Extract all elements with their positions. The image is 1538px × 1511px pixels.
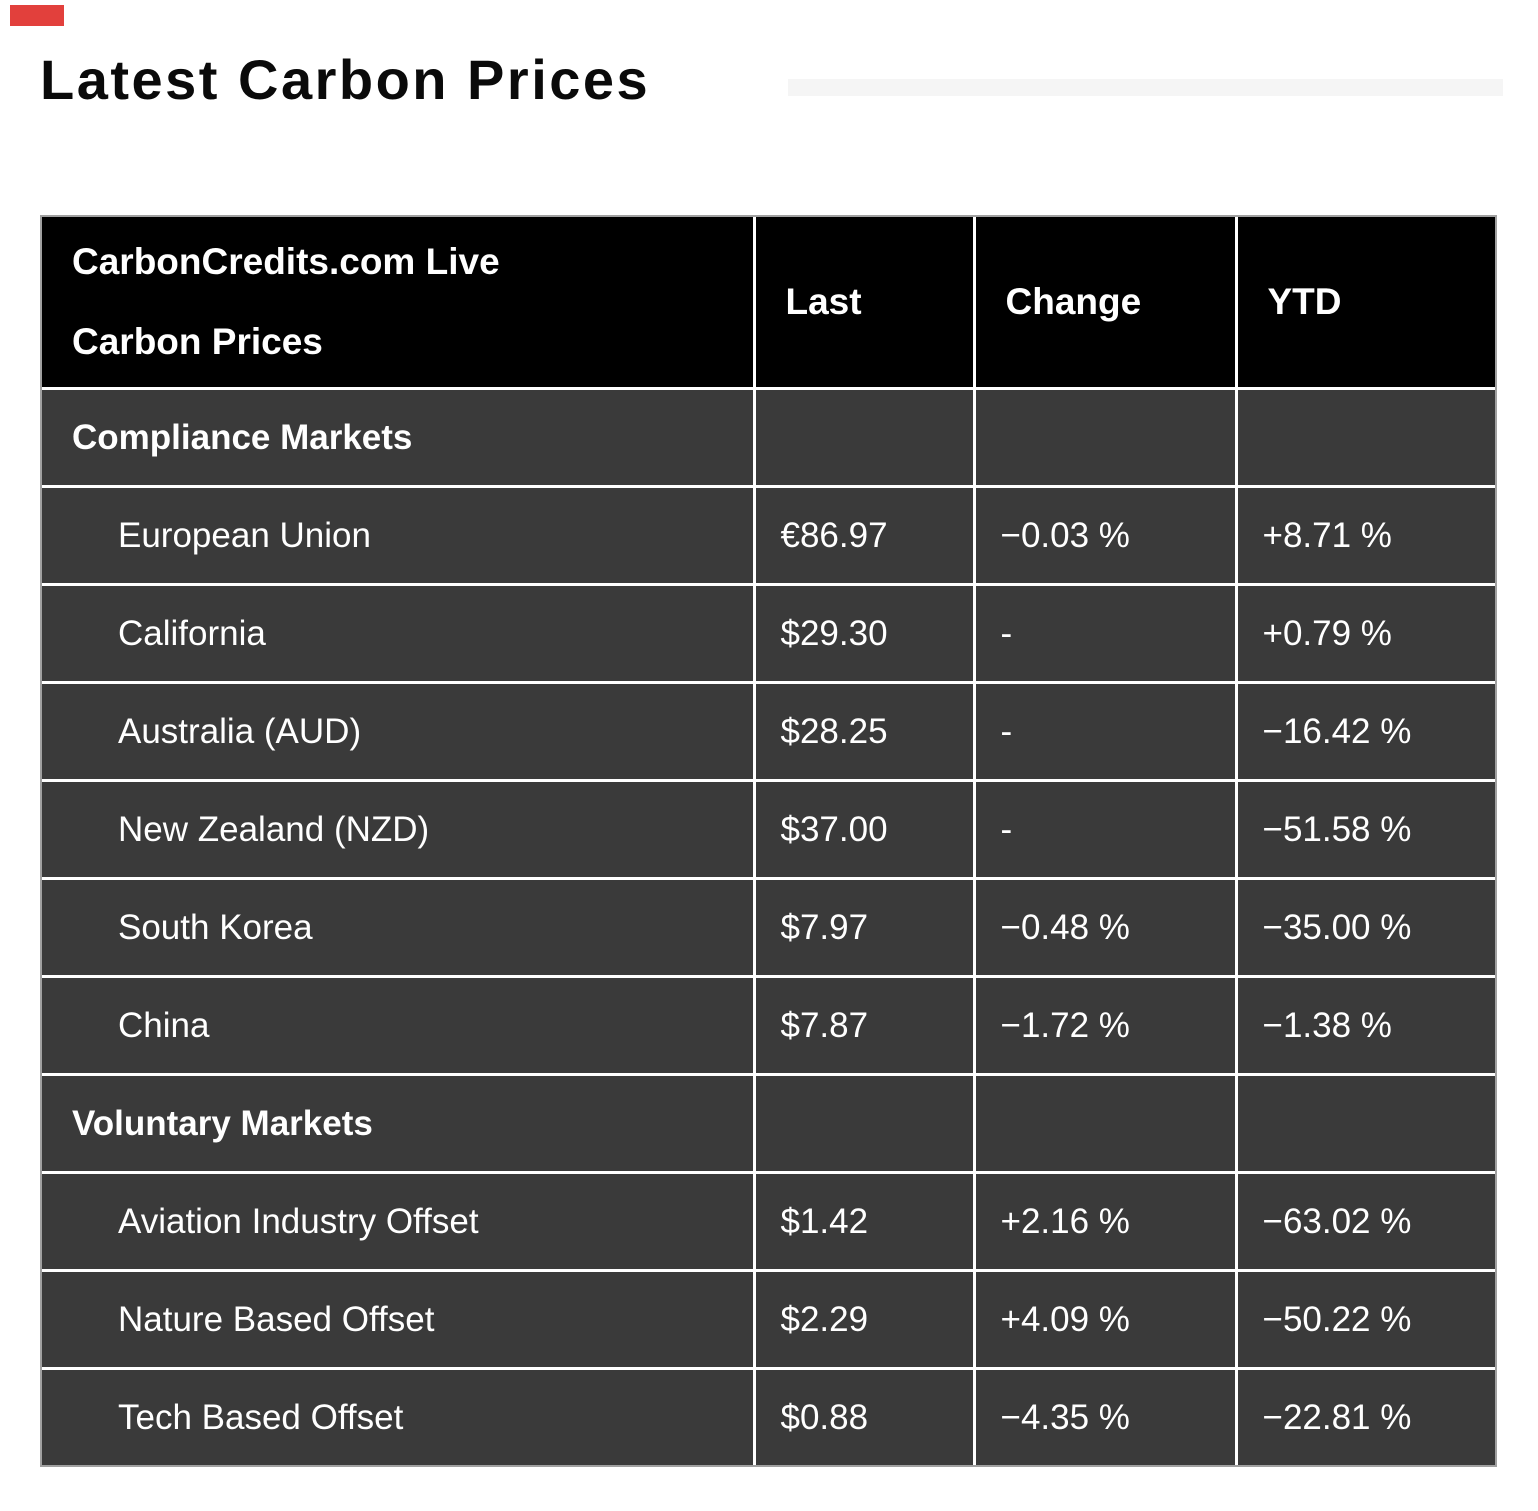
ytd-cell: −1.38 % xyxy=(1236,976,1495,1076)
table-row: Nature Based Offset $2.29 +4.09 % −50.22… xyxy=(42,1270,1495,1370)
last-price-cell: $7.87 xyxy=(754,976,976,1076)
ytd-cell: −22.81 % xyxy=(1236,1368,1495,1465)
change-cell: +2.16 % xyxy=(974,1172,1238,1272)
empty-cell xyxy=(974,1074,1238,1174)
change-cell: −0.48 % xyxy=(974,878,1238,978)
empty-cell xyxy=(754,388,976,488)
change-cell: - xyxy=(974,780,1238,880)
page-title: Latest Carbon Prices xyxy=(40,48,651,111)
empty-cell xyxy=(974,388,1238,488)
last-price-cell: $29.30 xyxy=(754,584,976,684)
table-row: Australia (AUD) $28.25 - −16.42 % xyxy=(42,682,1495,782)
carbon-prices-table-wrap: CarbonCredits.com Live Carbon Prices Las… xyxy=(40,215,1497,1467)
ytd-cell: −16.42 % xyxy=(1236,682,1495,782)
change-cell: −0.03 % xyxy=(974,486,1238,586)
column-header-last: Last xyxy=(754,217,976,390)
red-marker xyxy=(10,5,64,26)
last-price-cell: $1.42 xyxy=(754,1172,976,1272)
heading-divider-bar xyxy=(788,79,1503,96)
table-row: Tech Based Offset $0.88 −4.35 % −22.81 % xyxy=(42,1368,1495,1465)
table-row: European Union €86.97 −0.03 % +8.71 % xyxy=(42,486,1495,586)
column-header-change: Change xyxy=(974,217,1238,390)
carbon-prices-table: CarbonCredits.com Live Carbon Prices Las… xyxy=(42,217,1495,1465)
market-name-cell: Australia (AUD) xyxy=(42,682,756,782)
table-header-market-label: CarbonCredits.com Live Carbon Prices xyxy=(72,241,500,362)
ytd-cell: −63.02 % xyxy=(1236,1172,1495,1272)
table-row: South Korea $7.97 −0.48 % −35.00 % xyxy=(42,878,1495,978)
ytd-cell: +0.79 % xyxy=(1236,584,1495,684)
table-row: Aviation Industry Offset $1.42 +2.16 % −… xyxy=(42,1172,1495,1272)
table-row: New Zealand (NZD) $37.00 - −51.58 % xyxy=(42,780,1495,880)
last-price-cell: $7.97 xyxy=(754,878,976,978)
table-row: California $29.30 - +0.79 % xyxy=(42,584,1495,684)
market-name-cell: Nature Based Offset xyxy=(42,1270,756,1370)
ytd-cell: −50.22 % xyxy=(1236,1270,1495,1370)
last-price-cell: $0.88 xyxy=(754,1368,976,1465)
empty-cell xyxy=(1236,1074,1495,1174)
market-name-cell: Tech Based Offset xyxy=(42,1368,756,1465)
change-cell: +4.09 % xyxy=(974,1270,1238,1370)
last-price-cell: $37.00 xyxy=(754,780,976,880)
last-price-cell: $28.25 xyxy=(754,682,976,782)
last-price-cell: €86.97 xyxy=(754,486,976,586)
section-label-compliance: Compliance Markets xyxy=(42,388,756,488)
change-cell: −1.72 % xyxy=(974,976,1238,1076)
market-name-cell: New Zealand (NZD) xyxy=(42,780,756,880)
section-row: Compliance Markets xyxy=(42,388,1495,488)
section-row: Voluntary Markets xyxy=(42,1074,1495,1174)
change-cell: −4.35 % xyxy=(974,1368,1238,1465)
empty-cell xyxy=(1236,388,1495,488)
table-header-row: CarbonCredits.com Live Carbon Prices Las… xyxy=(42,217,1495,390)
market-name-cell: Aviation Industry Offset xyxy=(42,1172,756,1272)
last-price-cell: $2.29 xyxy=(754,1270,976,1370)
ytd-cell: −51.58 % xyxy=(1236,780,1495,880)
table-row: China $7.87 −1.72 % −1.38 % xyxy=(42,976,1495,1076)
ytd-cell: +8.71 % xyxy=(1236,486,1495,586)
table-header-market: CarbonCredits.com Live Carbon Prices xyxy=(42,217,756,390)
change-cell: - xyxy=(974,584,1238,684)
market-name-cell: California xyxy=(42,584,756,684)
market-name-cell: European Union xyxy=(42,486,756,586)
column-header-ytd: YTD xyxy=(1236,217,1495,390)
market-name-cell: China xyxy=(42,976,756,1076)
ytd-cell: −35.00 % xyxy=(1236,878,1495,978)
section-label-voluntary: Voluntary Markets xyxy=(42,1074,756,1174)
empty-cell xyxy=(754,1074,976,1174)
change-cell: - xyxy=(974,682,1238,782)
market-name-cell: South Korea xyxy=(42,878,756,978)
